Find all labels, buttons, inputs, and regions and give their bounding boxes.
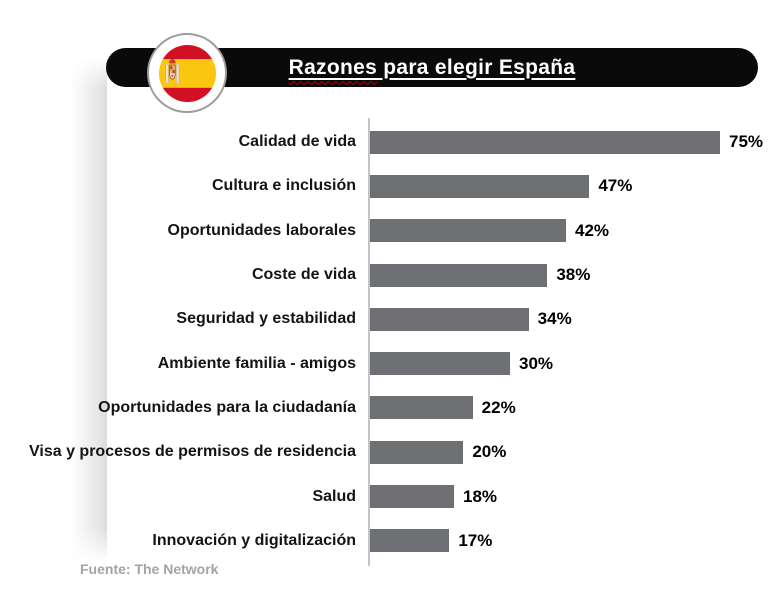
bar — [370, 130, 721, 154]
value-label: 38% — [556, 265, 591, 285]
value-label: 47% — [598, 176, 633, 196]
bar — [370, 396, 473, 420]
category-label: Visa y procesos de permisos de residenci… — [0, 443, 370, 461]
chart-row: Oportunidades laborales 42% — [0, 209, 784, 253]
bar-chart: Calidad de vida 75% Cultura e inclusión 47%… — [0, 120, 784, 563]
bar — [370, 174, 590, 198]
category-label-text: Oportunidades para la ciudadanía — [98, 398, 356, 416]
bar — [370, 352, 510, 376]
category-label: Calidad de vida — [0, 133, 370, 151]
category-label: Oportunidades para la ciudadanía — [0, 399, 370, 417]
spain-flag-svg — [158, 44, 216, 102]
value-label: 17% — [458, 530, 493, 550]
category-label: Innovación y digitalización — [0, 532, 370, 550]
bar — [370, 440, 464, 464]
category-label-text: Seguridad y estabilidad — [176, 310, 356, 328]
bar — [370, 263, 548, 287]
category-label-text: Coste de vida — [251, 266, 356, 284]
category-label-text: Ambiente familia - amigos — [157, 354, 356, 372]
coat-of-arms — [164, 58, 179, 84]
value-label: 20% — [472, 442, 507, 462]
category-label-text: Calidad de vida — [238, 133, 356, 151]
value-label: 34% — [537, 309, 572, 329]
value-label: 22% — [481, 397, 516, 417]
chart-row: Oportunidades para la ciudadanía 22% — [0, 386, 784, 430]
chart-row: Visa y procesos de permisos de residenci… — [0, 430, 784, 474]
chart-row: Calidad de vida 75% — [0, 120, 784, 164]
category-label-text: Cultura e inclusión — [211, 177, 356, 195]
chart-row: Salud 18% — [0, 474, 784, 518]
value-label: 18% — [463, 486, 498, 506]
chart-row: Coste de vida 38% — [0, 253, 784, 297]
category-label-text: Innovación y digitalización — [152, 531, 356, 549]
bar — [370, 485, 454, 509]
chart-row: Seguridad y estabilidad 34% — [0, 297, 784, 341]
page-edge-shadow — [70, 58, 107, 563]
page-title: Razones para elegir España — [289, 56, 576, 80]
category-label-text: Oportunidades laborales — [167, 221, 356, 239]
category-label: Salud — [0, 488, 370, 506]
bar — [370, 307, 529, 331]
bar — [370, 219, 566, 243]
category-label: Coste de vida — [0, 266, 370, 284]
category-label: Cultura e inclusión — [0, 177, 370, 195]
source-note: Fuente: The Network — [80, 561, 219, 577]
title-rest: para elegir España — [377, 55, 576, 79]
value-label: 42% — [575, 220, 610, 240]
spain-flag-circle — [158, 44, 216, 102]
category-label: Oportunidades laborales — [0, 222, 370, 240]
value-label: 30% — [519, 353, 554, 373]
chart-row: Innovación y digitalización 17% — [0, 519, 784, 563]
axis-line — [368, 118, 370, 566]
category-label: Ambiente familia - amigos — [0, 355, 370, 373]
category-label-text: Visa y procesos de permisos de residenci… — [29, 443, 356, 461]
category-label-text: Salud — [312, 487, 356, 505]
spain-flag-icon — [147, 33, 227, 113]
bar — [370, 529, 450, 553]
category-label: Seguridad y estabilidad — [0, 310, 370, 328]
chart-row: Ambiente familia - amigos 30% — [0, 341, 784, 385]
value-label: 75% — [729, 132, 764, 152]
title-word-misspelled: Razones — [288, 55, 378, 79]
chart-row: Cultura e inclusión 47% — [0, 164, 784, 208]
